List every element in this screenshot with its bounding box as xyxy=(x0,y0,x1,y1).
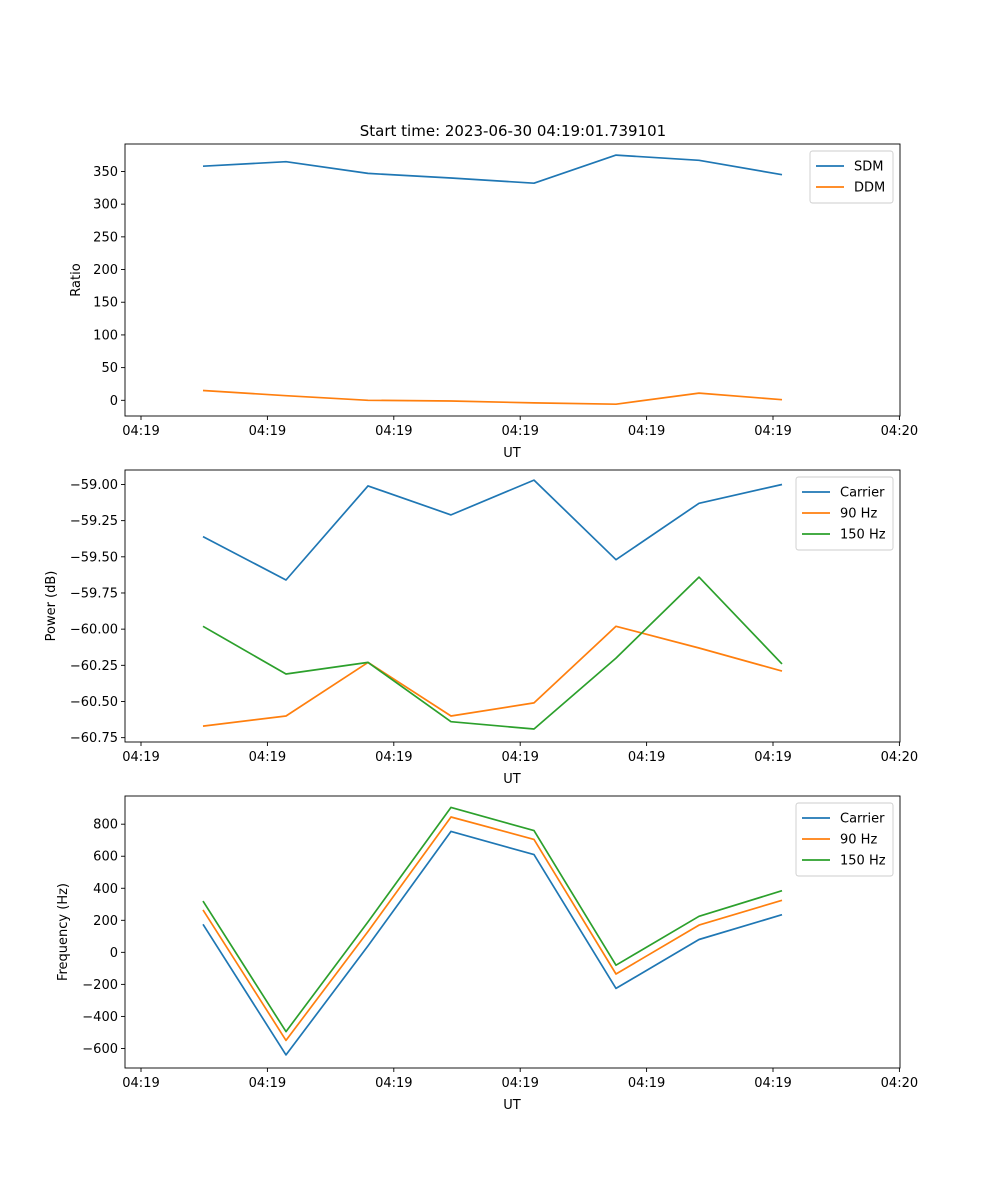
x-tick-label: 04:19 xyxy=(501,424,538,439)
series-line-sdm xyxy=(202,154,783,185)
legend-label: DDM xyxy=(854,181,885,196)
legend-label: SDM xyxy=(854,160,883,175)
y-tick-label: 250 xyxy=(93,230,118,245)
subplots: 04:19 04:19 04:19 04:19 04:19 04:19 04:20 0 50 10… xyxy=(44,143,918,1113)
y-tick-label: −60.00 xyxy=(70,623,118,638)
y-tick-label: −200 xyxy=(82,978,118,993)
x-tick-label: 04:19 xyxy=(122,750,159,765)
x-tick-label: 04:19 xyxy=(375,750,412,765)
y-tick-label: 200 xyxy=(93,914,118,929)
x-tick-label: 04:19 xyxy=(628,750,665,765)
x-tick-label: 04:20 xyxy=(881,424,918,439)
x-tick-label: 04:19 xyxy=(375,1076,412,1091)
x-tick-label: 04:20 xyxy=(881,1076,918,1091)
legend-label: 90 Hz xyxy=(840,833,877,848)
series-line-90-hz xyxy=(202,816,783,1042)
y-tick-label: −59.50 xyxy=(70,550,118,565)
y-tick-label: 50 xyxy=(101,361,118,376)
y-tick-label: 150 xyxy=(93,296,118,311)
subplot-1: 04:19 04:19 04:19 04:19 04:19 04:19 04:20 0 50 10… xyxy=(69,143,918,461)
x-tick-label: 04:19 xyxy=(754,1076,791,1091)
y-tick-label: 0 xyxy=(110,394,118,409)
plot-frame xyxy=(124,143,901,417)
x-tick-label: 04:19 xyxy=(754,750,791,765)
x-tick-label: 04:19 xyxy=(375,424,412,439)
legend-box xyxy=(809,150,894,204)
x-tick-label: 04:19 xyxy=(628,1076,665,1091)
x-axis-label: UT xyxy=(503,1098,521,1113)
x-tick-label: 04:19 xyxy=(249,1076,286,1091)
legend-label: 150 Hz xyxy=(840,528,886,543)
legend-box xyxy=(795,802,894,877)
x-tick-label: 04:20 xyxy=(881,750,918,765)
x-tick-label: 04:19 xyxy=(122,1076,159,1091)
x-axis-label: UT xyxy=(503,772,521,787)
y-axis-label: Ratio xyxy=(69,263,84,296)
y-tick-label: −60.75 xyxy=(70,731,118,746)
y-axis-label: Frequency (Hz) xyxy=(56,883,71,981)
y-tick-label: −400 xyxy=(82,1010,118,1025)
y-tick-label: −600 xyxy=(82,1042,118,1057)
y-tick-label: 300 xyxy=(93,198,118,213)
y-tick-label: −60.50 xyxy=(70,695,118,710)
x-axis-label: UT xyxy=(503,446,521,461)
plot-frame xyxy=(124,469,901,743)
legend-label: 150 Hz xyxy=(840,854,886,869)
subplot-3: 04:19 04:19 04:19 04:19 04:19 04:19 04:20 −600 −… xyxy=(56,795,918,1113)
y-tick-label: −59.25 xyxy=(70,514,118,529)
figure-title: Start time: 2023-06-30 04:19:01.739101 xyxy=(360,122,666,140)
y-tick-label: 600 xyxy=(93,850,118,865)
y-tick-label: −59.75 xyxy=(70,586,118,601)
y-tick-label: −60.25 xyxy=(70,659,118,674)
x-tick-label: 04:19 xyxy=(501,1076,538,1091)
x-tick-label: 04:19 xyxy=(628,424,665,439)
series-line-carrier xyxy=(202,830,783,1056)
series-line-150-hz xyxy=(202,576,783,730)
series-line-90-hz xyxy=(202,625,783,727)
y-tick-label: 0 xyxy=(110,946,118,961)
x-tick-label: 04:19 xyxy=(249,750,286,765)
x-tick-label: 04:19 xyxy=(249,424,286,439)
y-tick-label: 350 xyxy=(93,165,118,180)
legend-label: Carrier xyxy=(840,486,885,501)
series-line-ddm xyxy=(202,389,783,406)
x-tick-label: 04:19 xyxy=(501,750,538,765)
legend-label: 90 Hz xyxy=(840,507,877,522)
legend-label: Carrier xyxy=(840,812,885,827)
y-axis-label: Power (dB) xyxy=(44,571,59,642)
y-tick-label: −59.00 xyxy=(70,478,118,493)
x-tick-label: 04:19 xyxy=(754,424,791,439)
series-line-150-hz xyxy=(202,806,783,1033)
y-tick-label: 800 xyxy=(93,818,118,833)
legend-box xyxy=(795,476,894,551)
x-tick-label: 04:19 xyxy=(122,424,159,439)
y-tick-label: 200 xyxy=(93,263,118,278)
plot-frame xyxy=(124,795,901,1069)
subplot-2: 04:19 04:19 04:19 04:19 04:19 04:19 04:20 −60.7… xyxy=(44,469,918,787)
y-tick-label: 400 xyxy=(93,882,118,897)
series-line-carrier xyxy=(202,479,783,581)
y-tick-label: 100 xyxy=(93,328,118,343)
